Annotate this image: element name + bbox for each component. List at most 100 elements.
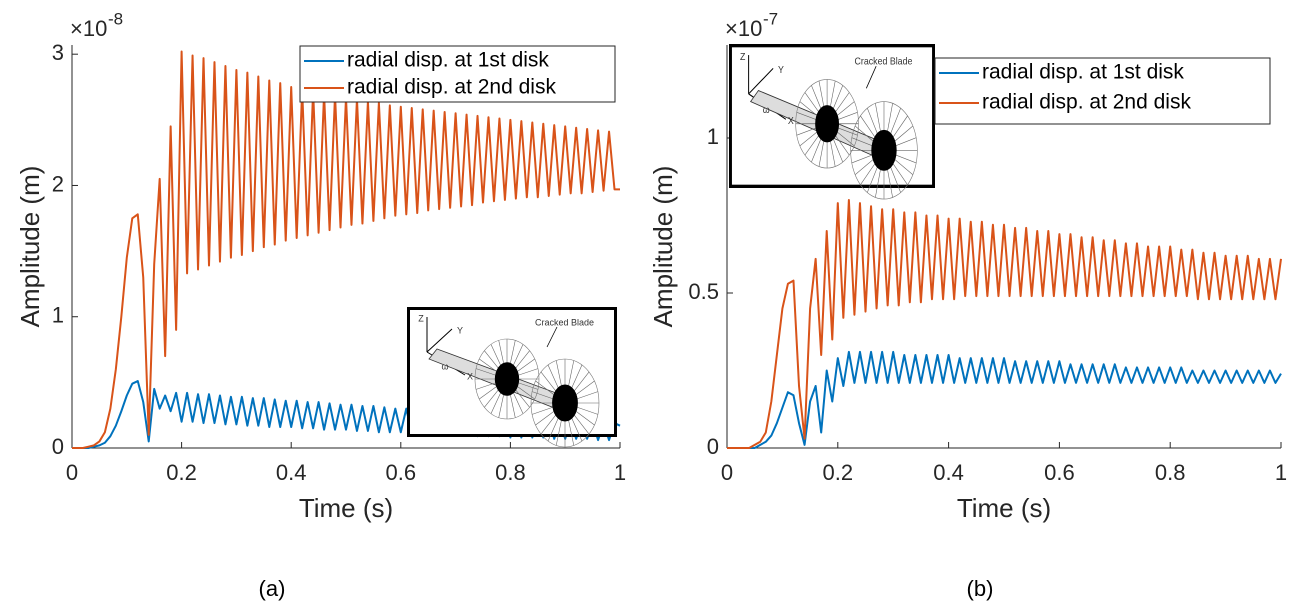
y-axis-label: Amplitude (m) <box>648 166 678 328</box>
y-tick-label: 1 <box>52 303 64 328</box>
inset-blade <box>867 164 879 193</box>
legend-label: radial disp. at 2nd disk <box>982 91 1191 114</box>
inset-blade <box>509 392 516 418</box>
inset-blade <box>893 158 914 175</box>
inset-disk <box>815 105 840 143</box>
inset-blade <box>475 368 497 376</box>
inset-blade <box>516 358 535 373</box>
inset-blade <box>535 380 555 396</box>
inset-blade <box>484 350 500 370</box>
legend-box <box>934 57 1271 125</box>
inset-blade <box>811 137 822 163</box>
y-tick-label: 0 <box>707 434 719 459</box>
inset-blade <box>860 115 876 139</box>
legend-label: radial disp. at 1st disk <box>982 61 1184 84</box>
inset-blade <box>573 371 590 393</box>
inset-blade <box>475 382 497 390</box>
inset-blade <box>555 360 563 389</box>
y-tick-label: 3 <box>52 40 64 65</box>
inset-blade <box>889 107 901 136</box>
inset-blade <box>804 92 820 113</box>
inset-blade <box>516 385 535 400</box>
inset-blade <box>867 107 879 136</box>
inset-blade <box>837 127 858 136</box>
inset-blade <box>567 417 575 446</box>
inset-axis <box>748 67 774 95</box>
inset-axis <box>426 328 453 353</box>
x-tick-label: 0.4 <box>933 460 964 485</box>
inset-blade <box>854 125 875 143</box>
inset-label: Z <box>418 313 424 323</box>
x-tick-label: 0.2 <box>823 460 854 485</box>
inset-blade <box>547 416 560 442</box>
x-tick-label: 0.6 <box>1044 460 1075 485</box>
legend-label: radial disp. at 1st disk <box>347 49 549 72</box>
y-axis-label: Amplitude (m) <box>15 166 45 328</box>
inset-label: Y <box>778 64 785 76</box>
inset: Cracked Blade Z Y Xω <box>407 307 617 448</box>
inset-arrow <box>865 65 877 89</box>
inset-blade <box>892 162 908 186</box>
inset: Cracked Blade Z Y Xω <box>729 44 936 200</box>
inset-blade-rim <box>795 79 859 169</box>
inset-blade <box>570 364 583 390</box>
inset-blade <box>514 388 530 408</box>
inset-blade <box>886 166 893 198</box>
x-tick-label: 0.8 <box>495 460 526 485</box>
inset-blade <box>540 413 557 435</box>
inset-blade <box>851 137 873 147</box>
inset-label: Cracked Blade <box>855 55 913 67</box>
inset-blade-rim <box>850 101 918 200</box>
inset-blade <box>834 134 850 156</box>
inset-blade <box>829 138 836 167</box>
x-tick-label: 0.8 <box>1155 460 1186 485</box>
inset-disk <box>552 384 578 422</box>
inset-blade <box>540 371 557 393</box>
legend-label: radial disp. at 2nd disk <box>347 76 556 99</box>
inset-blade <box>512 344 524 368</box>
x-tick-label: 1 <box>614 460 626 485</box>
y-multiplier: ×10 <box>725 16 762 41</box>
inset-blade <box>892 115 908 139</box>
inset-label: ω <box>441 361 448 371</box>
inset-blade <box>832 85 844 111</box>
inset-blade <box>796 127 817 136</box>
inset-blade <box>512 390 524 414</box>
inset-blade <box>836 131 855 147</box>
legend-box <box>299 45 616 103</box>
inset-blade <box>895 137 917 147</box>
x-tick-label: 0.2 <box>166 460 197 485</box>
x-tick-label: 0 <box>66 460 78 485</box>
chart: 0 0.5 1 0 0.2 0.4 0.6 0.8 1 ×10 -7 Time (s) Amplitud… <box>648 9 1287 600</box>
inset-blade <box>875 166 882 198</box>
inset-blade <box>811 85 822 111</box>
inset-blade <box>832 137 844 163</box>
inset-blade <box>860 162 876 186</box>
caption: (a) <box>259 576 286 601</box>
inset-label: Cracked Blade <box>535 317 594 327</box>
caption: (b) <box>967 576 994 601</box>
inset-blade <box>576 406 598 415</box>
inset-blade <box>829 80 836 109</box>
inset-blade <box>875 103 882 134</box>
y-multiplier: ×10 <box>70 16 107 41</box>
inset-blade <box>498 340 505 366</box>
inset-blade <box>576 391 598 400</box>
y-exponent: -7 <box>763 9 778 28</box>
y-exponent: -8 <box>108 9 123 28</box>
y-tick-label: 0.5 <box>688 279 719 304</box>
inset-blade <box>836 101 855 117</box>
inset-blade <box>490 344 502 368</box>
inset-disk <box>494 362 520 396</box>
x-tick-label: 0.4 <box>276 460 307 485</box>
inset-blade <box>895 154 917 164</box>
y-tick-label: 0 <box>52 434 64 459</box>
inset-blade <box>818 138 825 167</box>
inset-blade <box>547 364 560 390</box>
inset-label: Y <box>457 325 463 335</box>
inset-blade <box>532 391 554 400</box>
x-tick-label: 0.6 <box>386 460 417 485</box>
y-tick-label: 1 <box>707 124 719 149</box>
x-axis-label: Time (s) <box>957 493 1051 523</box>
